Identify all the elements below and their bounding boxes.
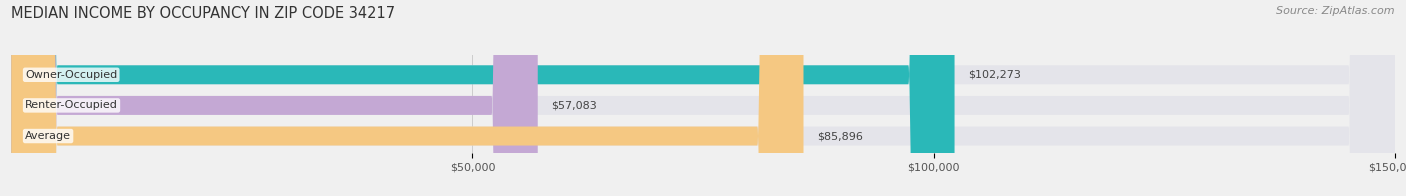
FancyBboxPatch shape: [11, 0, 1395, 196]
Text: $57,083: $57,083: [551, 100, 598, 110]
FancyBboxPatch shape: [11, 0, 1395, 196]
Text: Owner-Occupied: Owner-Occupied: [25, 70, 117, 80]
Text: MEDIAN INCOME BY OCCUPANCY IN ZIP CODE 34217: MEDIAN INCOME BY OCCUPANCY IN ZIP CODE 3…: [11, 6, 395, 21]
FancyBboxPatch shape: [11, 0, 803, 196]
Text: Source: ZipAtlas.com: Source: ZipAtlas.com: [1277, 6, 1395, 16]
Text: Average: Average: [25, 131, 72, 141]
FancyBboxPatch shape: [11, 0, 537, 196]
Text: $85,896: $85,896: [817, 131, 863, 141]
FancyBboxPatch shape: [11, 0, 955, 196]
Text: Renter-Occupied: Renter-Occupied: [25, 100, 118, 110]
FancyBboxPatch shape: [11, 0, 1395, 196]
Text: $102,273: $102,273: [969, 70, 1021, 80]
